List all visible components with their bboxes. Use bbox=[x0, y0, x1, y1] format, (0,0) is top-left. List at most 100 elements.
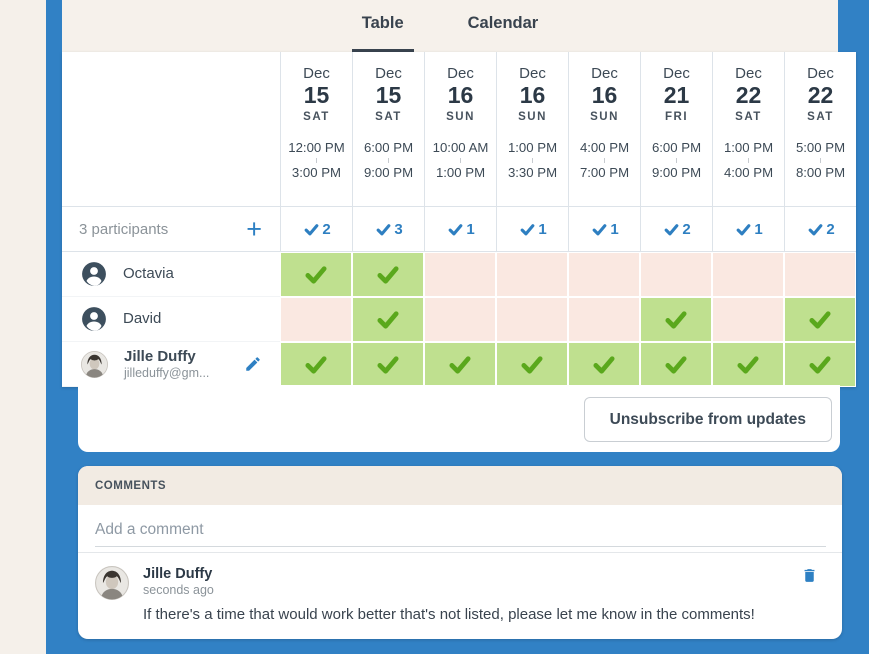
slot-month: Dec bbox=[375, 65, 402, 82]
availability-yes-cell bbox=[425, 343, 495, 386]
slot-yes-count-number: 1 bbox=[754, 220, 763, 238]
availability-no-cell bbox=[785, 253, 855, 296]
slot-yes-count-number: 1 bbox=[466, 220, 475, 238]
slot-month: Dec bbox=[519, 65, 546, 82]
participant-row: Octavia bbox=[62, 252, 856, 297]
time-range-tick bbox=[820, 157, 821, 163]
participant-name-cell: David bbox=[62, 297, 280, 342]
view-tabs: Table Calendar bbox=[62, 0, 838, 52]
slot-yes-count-number: 2 bbox=[322, 220, 331, 238]
time-range-tick bbox=[315, 157, 317, 163]
availability-yes-cell bbox=[785, 343, 855, 386]
slot-day: 16 bbox=[591, 82, 618, 108]
availability-yes-cell bbox=[353, 298, 423, 341]
time-range-tick bbox=[676, 157, 677, 163]
comment-author-name: Jille Duffy bbox=[143, 566, 213, 582]
tab-table[interactable]: Table bbox=[351, 12, 414, 52]
time-range-tick bbox=[748, 157, 749, 163]
green-check-icon bbox=[517, 353, 547, 376]
pencil-icon[interactable] bbox=[244, 355, 262, 373]
availability-table: Dec 15 SAT 12:00 PM 3:00 PM Dec 15 SAT 6:00 PM 9:… bbox=[62, 52, 856, 387]
slot-header: Dec 22 SAT 1:00 PM 4:00 PM bbox=[712, 52, 784, 206]
slot-weekday: SUN bbox=[446, 111, 475, 124]
blue-check-icon bbox=[806, 222, 825, 237]
slot-weekday: SAT bbox=[375, 111, 402, 124]
table-header-row: Dec 15 SAT 12:00 PM 3:00 PM Dec 15 SAT 6:00 PM 9:… bbox=[62, 52, 856, 206]
green-check-icon bbox=[373, 263, 403, 286]
participant-name-label: Octavia bbox=[123, 265, 174, 283]
participant-name-cell: Octavia bbox=[62, 252, 280, 297]
slot-month: Dec bbox=[303, 65, 330, 82]
slot-start-time: 5:00 PM bbox=[795, 140, 846, 156]
slot-yes-count-number: 1 bbox=[610, 220, 619, 238]
availability-no-cell bbox=[569, 253, 639, 296]
slot-end-time: 7:00 PM bbox=[579, 164, 630, 180]
participant-photo-avatar bbox=[81, 350, 108, 378]
slot-header: Dec 15 SAT 6:00 PM 9:00 PM bbox=[352, 52, 424, 206]
green-check-icon bbox=[445, 353, 475, 376]
add-participant-button[interactable]: + bbox=[246, 213, 262, 244]
availability-yes-cell bbox=[713, 343, 783, 386]
availability-no-cell bbox=[713, 298, 783, 341]
slot-day: 15 bbox=[303, 82, 330, 108]
comment-entry: Jille Duffy seconds ago If there's a tim… bbox=[78, 553, 842, 623]
person-circle-icon bbox=[81, 306, 107, 332]
comments-header: COMMENTS bbox=[78, 466, 842, 505]
slot-yes-count-number: 1 bbox=[538, 220, 547, 238]
slot-end-time: 9:00 PM bbox=[363, 164, 414, 180]
slot-weekday: SAT bbox=[303, 111, 330, 124]
slot-day: 16 bbox=[519, 82, 546, 108]
slot-header: Dec 22 SAT 5:00 PM 8:00 PM bbox=[784, 52, 856, 206]
availability-yes-cell bbox=[353, 253, 423, 296]
tab-calendar[interactable]: Calendar bbox=[467, 14, 539, 32]
comment-author-avatar bbox=[95, 566, 129, 600]
availability-no-cell bbox=[425, 298, 495, 341]
add-comment-row bbox=[78, 505, 842, 553]
trash-icon[interactable] bbox=[801, 566, 818, 585]
slot-times: 6:00 PM 9:00 PM bbox=[652, 139, 701, 180]
availability-yes-cell bbox=[497, 343, 567, 386]
slot-yes-count: 1 bbox=[496, 207, 568, 251]
participant-email: jilleduffy@gm... bbox=[124, 365, 210, 380]
slot-start-time: 6:00 PM bbox=[651, 140, 702, 156]
slot-yes-count: 1 bbox=[424, 207, 496, 251]
blue-check-icon bbox=[518, 222, 537, 237]
unsubscribe-button[interactable]: Unsubscribe from updates bbox=[583, 397, 832, 442]
counts-row: 3 participants + 2 3 1 1 1 2 1 2 bbox=[62, 206, 856, 252]
slot-weekday: SUN bbox=[518, 111, 547, 124]
slot-end-time: 3:30 PM bbox=[507, 164, 558, 180]
slot-month: Dec bbox=[663, 65, 690, 82]
blue-check-icon bbox=[374, 222, 393, 237]
green-check-icon bbox=[301, 263, 331, 286]
green-check-icon bbox=[733, 353, 763, 376]
slot-start-time: 1:00 PM bbox=[723, 140, 774, 156]
slot-end-time: 4:00 PM bbox=[723, 164, 774, 180]
slot-month: Dec bbox=[591, 65, 618, 82]
participant-name: Jille Duffy bbox=[124, 347, 196, 365]
comment-timestamp: seconds ago bbox=[143, 583, 214, 597]
slot-times: 12:00 PM 3:00 PM bbox=[288, 139, 344, 180]
slot-header: Dec 16 SUN 10:00 AM 1:00 PM bbox=[424, 52, 496, 206]
slot-day: 22 bbox=[807, 82, 834, 108]
slot-month: Dec bbox=[447, 65, 474, 82]
slot-end-time: 3:00 PM bbox=[291, 164, 342, 180]
slot-start-time: 6:00 PM bbox=[363, 140, 414, 156]
slot-times: 6:00 PM 9:00 PM bbox=[364, 139, 413, 180]
comment-text: If there's a time that would work better… bbox=[143, 606, 755, 623]
slot-times: 1:00 PM 3:30 PM bbox=[508, 139, 557, 180]
availability-yes-cell bbox=[569, 343, 639, 386]
blue-check-icon bbox=[302, 222, 321, 237]
green-check-icon bbox=[805, 353, 835, 376]
availability-no-cell bbox=[569, 298, 639, 341]
availability-no-cell bbox=[713, 253, 783, 296]
slot-yes-count: 2 bbox=[640, 207, 712, 251]
add-comment-input[interactable] bbox=[95, 521, 826, 547]
slot-yes-count: 2 bbox=[784, 207, 856, 251]
slot-times: 4:00 PM 7:00 PM bbox=[580, 139, 629, 180]
time-range-tick bbox=[532, 157, 533, 163]
blue-check-icon bbox=[446, 222, 465, 237]
slot-weekday: SUN bbox=[590, 111, 619, 124]
green-check-icon bbox=[661, 308, 691, 331]
slot-day: 21 bbox=[663, 82, 690, 108]
